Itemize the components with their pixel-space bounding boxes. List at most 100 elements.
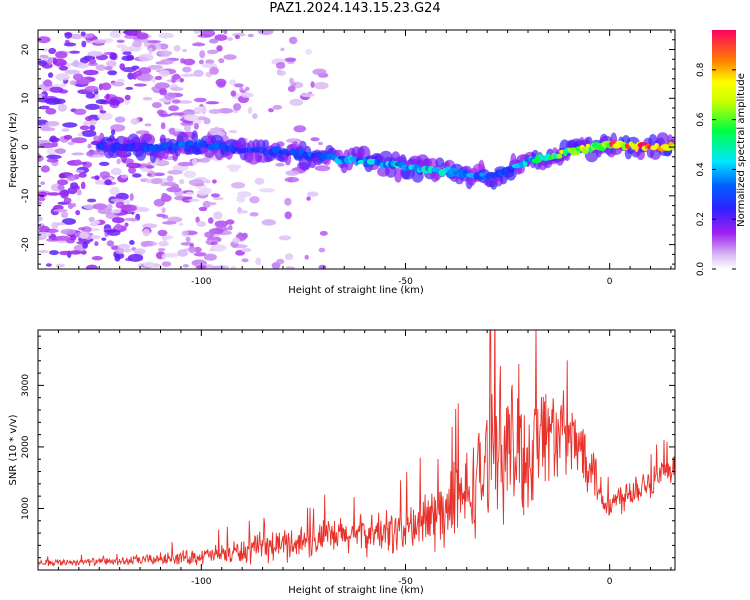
spectrogram-noise-cell [225,219,235,225]
spectrogram-noise-cell [201,30,216,37]
spectrogram-noise-cell [214,126,220,131]
spectrogram-noise-cell [109,52,117,60]
spectrogram-noise-cell [127,253,144,262]
spectrogram-noise-cell [195,216,200,224]
spectrogram-noise-cell [318,247,326,253]
spectrogram-noise-cell [92,203,108,210]
spectrogram-noise-cell [57,179,69,186]
spectrogram-noise-cell [108,99,121,106]
y-tick-label: 0 [21,144,31,150]
spectrogram-noise-cell [84,85,99,92]
spectrogram-noise-cell [214,34,228,41]
spectrogram-noise-cell [198,206,208,212]
spectrogram-noise-cell [57,103,67,112]
spectrogram-noise-cell [64,69,81,75]
spectrogram-noise-cell [284,57,297,62]
spectrogram-noise-cell [192,259,202,264]
colorbar-tick-label: 0.6 [696,112,706,127]
spectrogram-noise-cell [91,256,103,261]
spectrogram-noise-cell [152,102,162,109]
spectrogram-noise-cell [148,47,153,55]
spectrogram-noise-cell [167,170,183,175]
spectrogram-noise-cell [81,130,97,137]
spectrogram-noise-cell [154,82,170,90]
spectrogram-noise-cell [60,190,69,199]
spectrogram-noise-cell [41,91,48,99]
spectrogram-noise-cell [39,54,49,59]
spectrogram-noise-cell [255,257,262,266]
x-tick-label: -50 [398,277,413,287]
spectrogram-noise-cell [45,263,52,267]
spectrogram-noise-cell [91,39,107,44]
spectrogram-noise-cell [193,246,202,253]
spectrogram-noise-cell [45,108,57,115]
spectrogram-cells [38,30,675,269]
snr-y-ticks: 1000 2000 3000 [21,335,675,571]
spectrogram-noise-cell [234,83,244,88]
spectrogram-noise-cell [204,231,215,238]
spectrogram-noise-cell [91,154,105,158]
spectrogram-noise-cell [146,173,152,177]
spectrogram-noise-cell [230,90,237,97]
spectrogram-noise-cell [124,35,138,39]
spectrogram-noise-cell [229,79,237,86]
spectrogram-noise-cell [111,81,125,87]
spectrogram-noise-cell [183,114,199,122]
spectrogram-noise-cell [249,196,260,204]
colorbar-label: Normalized spectral amplitude [736,73,747,227]
spectrogram-noise-cell [78,172,87,178]
spectrogram-noise-cell [194,106,208,114]
spectrogram-noise-cell [67,186,78,195]
spectrogram-noise-cell [122,51,132,55]
spectrogram-noise-cell [232,237,240,244]
spectrogram-noise-cell [210,244,227,252]
spectrogram-noise-cell [63,197,72,204]
spectrogram-noise-cell [103,229,117,233]
spectrogram-noise-cell [209,38,219,44]
spectrogram-noise-cell [46,158,59,163]
spectrogram-noise-cell [236,195,246,203]
spectrogram-noise-cell [62,122,78,128]
spectrogram-noise-cell [95,65,105,70]
spectrogram-noise-cell [132,41,143,48]
spectrogram-noise-cell [53,208,68,213]
spectrogram-noise-cell [198,59,204,65]
snr-x-label: Height of straight line (km) [288,585,424,596]
spectrogram-noise-cell [254,177,265,185]
spectrogram-noise-cell [161,207,166,214]
spectrogram-noise-cell [86,39,91,43]
spectrogram-noise-cell [145,179,152,184]
spectrogram-noise-cell [284,197,292,206]
spectrogram-noise-cell [53,58,67,67]
spectrogram-noise-cell [110,167,122,176]
spectrogram-ridge-halo [656,132,669,144]
spectrogram-noise-cell [69,235,77,241]
spectrogram-noise-cell [188,198,200,202]
spectrogram-noise-cell [289,98,304,106]
spectrogram-noise-cell [38,250,49,253]
x-tick-label: -50 [398,577,413,587]
spectrogram-noise-cell [105,93,110,100]
spectrogram-noise-cell [59,65,68,71]
spectrogram-noise-cell [97,112,113,121]
spectrogram-noise-cell [199,50,206,59]
spectrogram-noise-cell [247,106,253,115]
spectrogram-noise-cell [106,240,115,247]
spectrogram-noise-cell [89,235,101,240]
spectrogram-noise-cell [107,70,118,76]
spectrogram-noise-cell [74,159,82,165]
y-tick-label: 3000 [21,374,31,397]
spectrogram-noise-cell [287,85,296,93]
spectrogram-noise-cell [130,118,139,125]
spectrogram-noise-cell [173,45,181,52]
spectrogram-noise-cell [116,44,127,49]
spectrogram-noise-cell [157,229,168,237]
spectrogram-noise-cell [196,221,206,227]
spectrogram-noise-cell [160,58,174,65]
spectrogram-noise-cell [247,33,254,38]
spectrogram-noise-cell [284,253,294,261]
spectrogram-noise-cell [54,235,71,241]
spectrogram-noise-cell [70,33,83,40]
spectrogram-noise-cell [161,214,169,219]
spectrogram-noise-cell [39,124,50,130]
